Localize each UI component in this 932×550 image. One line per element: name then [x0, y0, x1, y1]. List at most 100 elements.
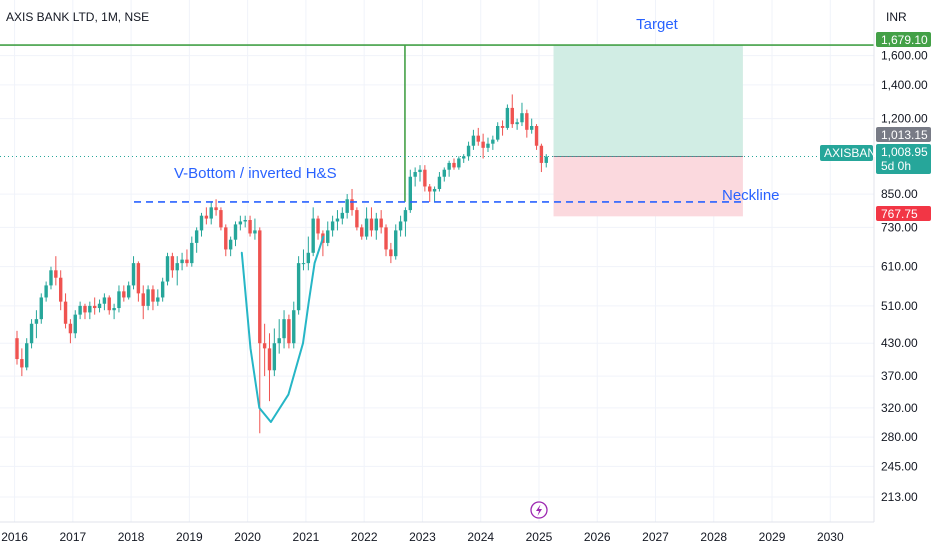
candle[interactable]	[112, 303, 116, 320]
candle[interactable]	[311, 207, 315, 257]
candle[interactable]	[238, 215, 243, 231]
candle[interactable]	[296, 256, 301, 315]
candle[interactable]	[209, 201, 213, 225]
candle[interactable]	[534, 124, 539, 150]
candle[interactable]	[267, 333, 272, 402]
candle[interactable]	[248, 215, 252, 237]
candle[interactable]	[525, 109, 529, 138]
candle[interactable]	[214, 199, 218, 216]
candle[interactable]	[428, 183, 432, 202]
candle[interactable]	[423, 165, 427, 192]
candle[interactable]	[306, 236, 311, 271]
candle[interactable]	[500, 120, 505, 136]
candle[interactable]	[233, 221, 238, 247]
candle[interactable]	[146, 285, 150, 311]
candle[interactable]	[413, 167, 417, 187]
candle[interactable]	[515, 118, 519, 130]
candle[interactable]	[151, 285, 155, 311]
candle[interactable]	[301, 249, 306, 271]
candle[interactable]	[258, 227, 262, 434]
candle[interactable]	[544, 154, 548, 168]
candle[interactable]	[529, 118, 534, 134]
candle[interactable]	[272, 328, 277, 377]
candle[interactable]	[462, 154, 466, 163]
candle[interactable]	[39, 293, 43, 324]
candle[interactable]	[25, 338, 29, 371]
candle[interactable]	[136, 261, 141, 302]
candle[interactable]	[131, 256, 136, 290]
candle[interactable]	[326, 221, 330, 247]
candle[interactable]	[44, 281, 48, 302]
candle[interactable]	[539, 143, 544, 173]
candle[interactable]	[88, 301, 92, 320]
candle[interactable]	[204, 207, 209, 225]
candle[interactable]	[389, 242, 393, 264]
candle[interactable]	[442, 167, 446, 182]
candle[interactable]	[219, 207, 223, 231]
candle[interactable]	[73, 310, 77, 339]
candle[interactable]	[224, 224, 228, 257]
candle[interactable]	[476, 127, 480, 146]
lightning-icon[interactable]	[530, 501, 548, 519]
candle[interactable]	[160, 277, 165, 302]
candle[interactable]	[243, 215, 247, 228]
candle[interactable]	[432, 186, 437, 202]
candle[interactable]	[364, 207, 369, 240]
candle[interactable]	[466, 141, 471, 161]
candle[interactable]	[180, 252, 184, 271]
candle[interactable]	[102, 293, 107, 311]
candle[interactable]	[510, 94, 514, 128]
candle[interactable]	[175, 256, 179, 286]
candle[interactable]	[369, 207, 374, 237]
candle[interactable]	[437, 172, 442, 192]
candle[interactable]	[34, 310, 39, 339]
candle[interactable]	[277, 319, 281, 354]
candle[interactable]	[58, 270, 63, 311]
candle[interactable]	[505, 104, 510, 130]
candle[interactable]	[141, 285, 145, 320]
candle[interactable]	[20, 348, 24, 377]
candle[interactable]	[471, 129, 476, 150]
candle[interactable]	[92, 297, 97, 315]
candle[interactable]	[384, 224, 388, 257]
candle[interactable]	[122, 285, 126, 302]
candle[interactable]	[253, 218, 257, 240]
candle[interactable]	[452, 158, 456, 170]
candle[interactable]	[355, 207, 359, 231]
candle[interactable]	[408, 169, 412, 213]
candle[interactable]	[335, 210, 340, 231]
price-axis[interactable]: 1,600.00 1,400.00 1,200.00 850.00 730.00 610.…	[881, 49, 928, 504]
candle[interactable]	[262, 323, 267, 377]
candle[interactable]	[403, 207, 408, 237]
candle[interactable]	[316, 215, 320, 240]
candle[interactable]	[49, 266, 53, 290]
candle[interactable]	[457, 156, 461, 170]
candle[interactable]	[185, 249, 189, 267]
candle[interactable]	[330, 215, 335, 237]
candle[interactable]	[520, 102, 524, 127]
candle[interactable]	[194, 227, 199, 253]
candle[interactable]	[486, 137, 490, 153]
candle[interactable]	[156, 289, 160, 306]
candle[interactable]	[394, 224, 398, 260]
candle[interactable]	[495, 122, 500, 142]
candle[interactable]	[374, 212, 379, 240]
candle[interactable]	[447, 160, 451, 177]
candle[interactable]	[345, 194, 349, 219]
candle[interactable]	[360, 224, 364, 240]
candle[interactable]	[68, 319, 73, 344]
candle[interactable]	[97, 299, 102, 313]
candle[interactable]	[418, 165, 422, 182]
candle[interactable]	[107, 295, 111, 315]
candle[interactable]	[340, 207, 345, 225]
candle[interactable]	[117, 285, 121, 313]
candle[interactable]	[165, 252, 170, 286]
candle[interactable]	[491, 135, 495, 150]
candle[interactable]	[170, 252, 175, 278]
candle[interactable]	[190, 236, 194, 267]
candle[interactable]	[199, 212, 204, 237]
candle[interactable]	[282, 310, 286, 349]
candle[interactable]	[379, 210, 383, 234]
